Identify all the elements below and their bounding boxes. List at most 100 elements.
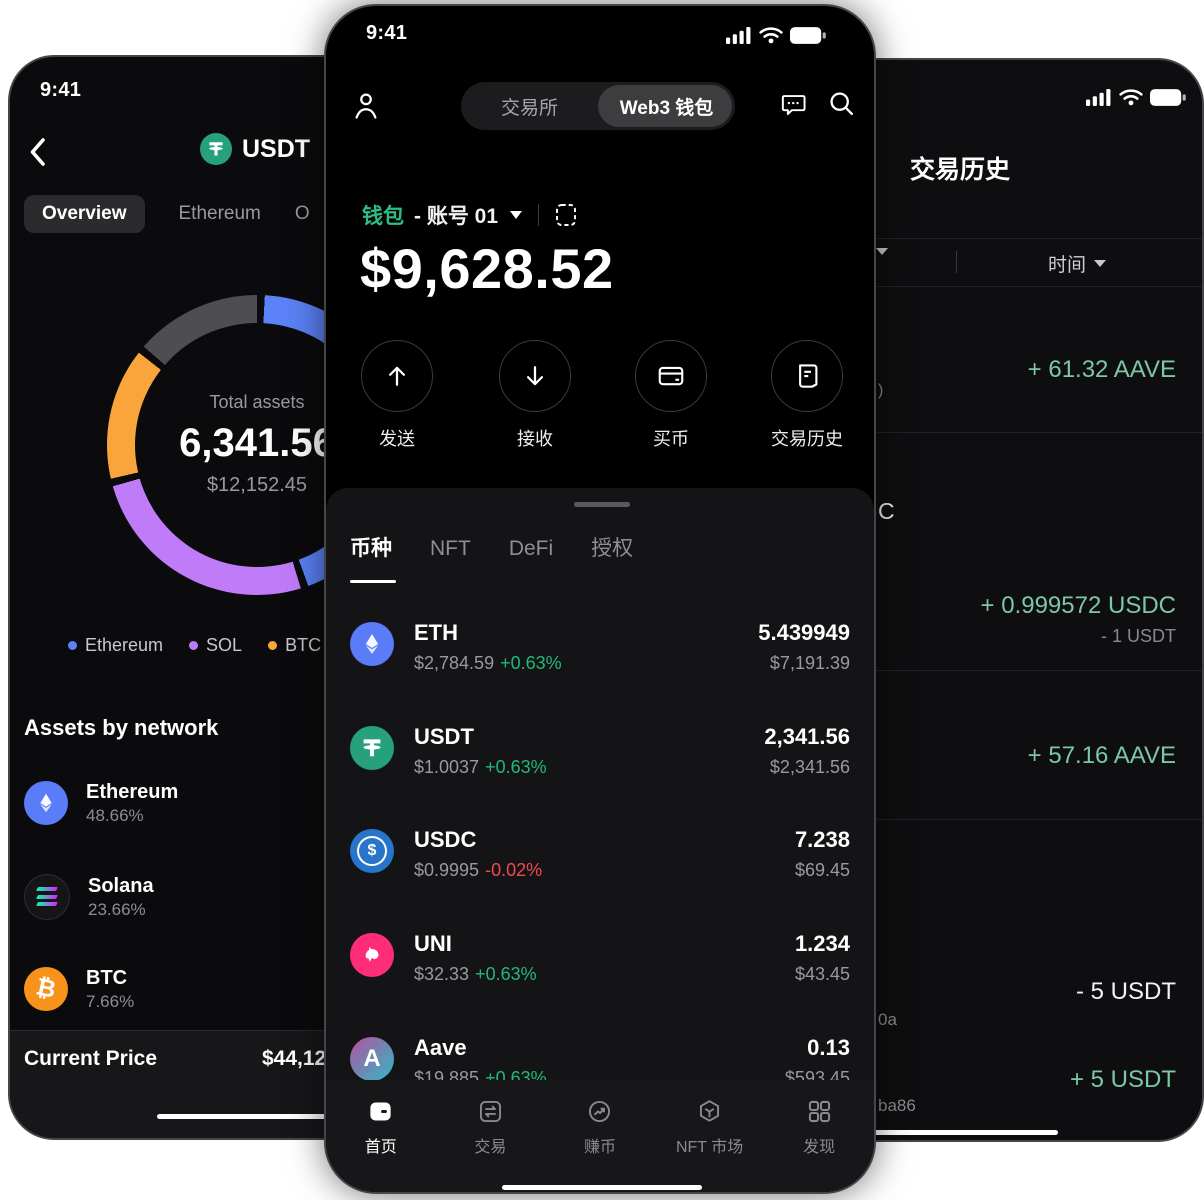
arrow-up-icon <box>361 340 433 412</box>
btc-icon <box>24 966 68 1011</box>
row-divider <box>674 819 1202 820</box>
account-selector[interactable]: 钱包 - 账号 01 <box>362 200 577 230</box>
token-price: $0.9995 <box>414 860 480 880</box>
token-row-eth[interactable]: ETH $2,784.59 +0.63% 5.439949 $7,191.39 <box>326 620 874 688</box>
segmented-control: 交易所 Web3 钱包 <box>461 82 735 130</box>
nav-nft-market[interactable]: NFT 市场 <box>660 1098 760 1157</box>
current-price-value: $44,12 <box>262 1047 327 1070</box>
token-row-usdc[interactable]: USDC $0.9995-0.02% 7.238 $69.45 <box>326 827 874 895</box>
nav-trade[interactable]: 交易 <box>440 1098 540 1157</box>
token-row-usdt[interactable]: USDT $1.0037 +0.63% 2,341.56 $2,341.56 <box>326 724 874 792</box>
discover-grid-icon <box>808 1100 830 1123</box>
page-title: 交易历史 <box>910 156 1011 184</box>
search-icon[interactable] <box>827 89 856 118</box>
row-divider <box>674 670 1202 671</box>
token-amount: 0.13 <box>807 1035 850 1060</box>
tab-web3-wallet[interactable]: Web3 钱包 <box>619 97 714 119</box>
total-assets-label: Total assets <box>209 392 305 412</box>
drag-handle[interactable] <box>574 502 630 507</box>
nav-discover[interactable]: 发现 <box>769 1098 869 1157</box>
tx-hash-fragment: 0a <box>878 1010 897 1029</box>
row-divider <box>674 432 1202 433</box>
chevron-down-icon <box>1094 260 1107 267</box>
receive-button[interactable]: 接收 <box>475 340 595 451</box>
card-icon <box>635 340 707 412</box>
tab-other[interactable]: O <box>294 203 310 224</box>
tab-nft[interactable]: NFT <box>430 537 471 560</box>
ethereum-icon <box>24 780 68 825</box>
legend-item-sol: SOL <box>189 635 242 656</box>
scan-icon[interactable] <box>555 202 577 228</box>
nft-icon <box>700 1100 720 1122</box>
status-time: 9:41 <box>366 22 408 44</box>
tab-approvals[interactable]: 授权 <box>591 537 634 560</box>
token-usd-value: $69.45 <box>794 860 850 880</box>
profile-icon[interactable] <box>351 88 381 122</box>
asset-tabs: Overview Ethereum O <box>24 195 310 233</box>
legend-item-ethereum: Ethereum <box>68 635 163 656</box>
network-row-ethereum[interactable]: Ethereum 48.66% <box>24 779 178 826</box>
tab-ethereum[interactable]: Ethereum <box>178 203 261 224</box>
tab-overview[interactable]: Overview <box>24 195 145 233</box>
tx-hash-fragment: ba86 <box>878 1096 916 1115</box>
token-symbol: ETH <box>414 620 458 645</box>
token-price: $32.33 <box>414 964 470 984</box>
battery-icon <box>790 26 826 44</box>
total-assets-value: 6,341.56 <box>179 421 335 465</box>
hidden-filter-caret-icon <box>876 248 888 273</box>
home-indicator <box>157 1114 357 1119</box>
nav-earn[interactable]: 赚币 <box>550 1098 650 1157</box>
token-row-uni[interactable]: UNI $32.33 +0.63% 1.234 $43.45 <box>326 931 874 999</box>
signal-icon <box>1086 88 1111 106</box>
tx-amount[interactable]: - 5 USDT <box>1075 978 1176 1005</box>
token-symbol: UNI <box>414 931 452 956</box>
uni-icon <box>350 933 394 977</box>
home-indicator <box>502 1185 702 1190</box>
active-tab-underline <box>350 580 396 583</box>
total-assets-usd: $12,152.45 <box>206 474 308 496</box>
status-icons <box>1086 88 1186 106</box>
token-amount: 7.238 <box>794 827 850 852</box>
usdt-icon <box>199 133 232 165</box>
tx-amount[interactable]: + 0.999572 USDC <box>980 592 1176 619</box>
legend-item-btc: BTC <box>268 635 321 656</box>
token-price: $1.0037 <box>414 757 480 777</box>
signal-icon <box>726 26 751 44</box>
tab-defi[interactable]: DeFi <box>508 537 554 560</box>
token-change: -0.02% <box>485 860 543 880</box>
token-change: +0.63% <box>475 964 537 984</box>
filter-bar: 时间 <box>650 238 1202 287</box>
tx-amount[interactable]: + 5 USDT <box>1069 1066 1176 1093</box>
donut-legend: Ethereum SOL BTC <box>68 635 321 656</box>
page-title: USDT <box>10 133 500 165</box>
clipped-text-fragment: ) <box>878 382 884 399</box>
arrow-down-icon <box>499 340 571 412</box>
nav-home[interactable]: 首页 <box>331 1098 431 1157</box>
buy-crypto-button[interactable]: 买币 <box>611 340 731 451</box>
ethereum-dot-icon <box>68 641 77 650</box>
back-icon[interactable] <box>26 137 48 167</box>
token-usd-value: $7,191.39 <box>769 653 850 673</box>
aave-icon <box>350 1037 394 1081</box>
tab-exchange[interactable]: 交易所 <box>500 97 558 119</box>
tx-amount[interactable]: + 57.16 AAVE <box>1027 742 1176 769</box>
earn-icon <box>589 1100 611 1123</box>
chevron-down-icon <box>510 211 523 219</box>
token-symbol: Aave <box>414 1035 467 1060</box>
network-row-solana[interactable]: Solana 23.66% <box>24 873 154 920</box>
account-label: - 账号 01 <box>414 205 499 228</box>
token-change: +0.63% <box>500 653 562 673</box>
token-amount: 2,341.56 <box>764 724 850 749</box>
chat-icon[interactable] <box>779 90 807 118</box>
history-button[interactable]: 交易历史 <box>747 340 867 451</box>
battery-icon <box>1150 88 1186 106</box>
send-button[interactable]: 发送 <box>337 340 457 451</box>
token-change: +0.63% <box>485 757 547 777</box>
tx-amount[interactable]: + 61.32 AAVE <box>1027 356 1176 383</box>
tab-coins[interactable]: 币种 <box>350 537 392 560</box>
btc-dot-icon <box>268 641 278 650</box>
time-filter[interactable]: 时间 <box>1048 250 1107 277</box>
clipped-text-fragment: C <box>878 498 895 524</box>
